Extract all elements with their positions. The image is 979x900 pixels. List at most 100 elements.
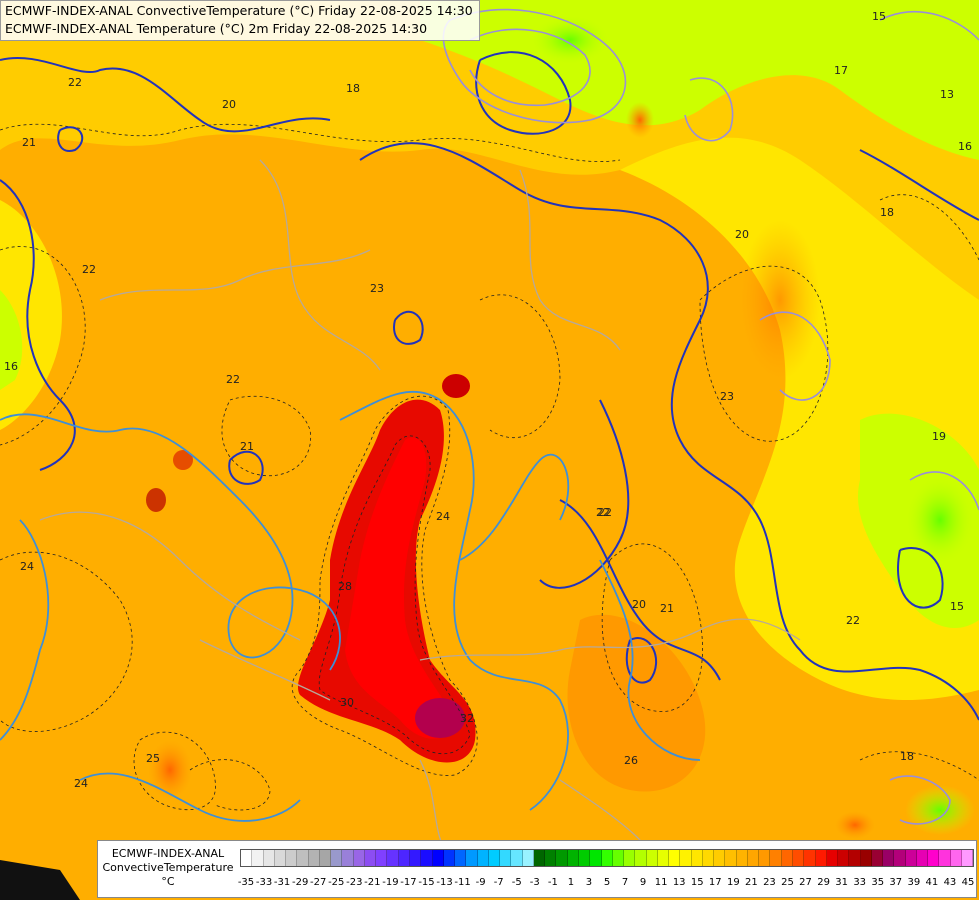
legend-swatch bbox=[432, 850, 444, 866]
field-green-cell-se bbox=[905, 785, 975, 835]
legend-swatch bbox=[533, 850, 546, 866]
legend-swatch bbox=[443, 850, 456, 866]
legend-swatch bbox=[252, 850, 264, 866]
isotherm-label: 24 bbox=[20, 560, 34, 573]
legend-swatch bbox=[916, 850, 929, 866]
field-hot-cell-7 bbox=[835, 811, 875, 839]
isotherm-label: 24 bbox=[74, 777, 88, 790]
isotherm-label: 16 bbox=[958, 140, 972, 153]
legend-swatch bbox=[928, 850, 940, 866]
isotherm-label: 20 bbox=[222, 98, 236, 111]
legend-unit: °C bbox=[161, 875, 175, 888]
legend-tick-label: 35 bbox=[871, 877, 885, 888]
legend-swatch bbox=[950, 850, 962, 866]
isotherm-label: 22 bbox=[846, 614, 860, 627]
legend-swatch bbox=[488, 850, 501, 866]
legend-swatch bbox=[331, 850, 343, 866]
legend-swatch bbox=[353, 850, 365, 866]
dashed-isolines bbox=[0, 123, 979, 811]
isotherm-label: 26 bbox=[624, 754, 638, 767]
field-hot-cell-1 bbox=[442, 374, 470, 398]
legend-tick-label: 43 bbox=[943, 877, 957, 888]
legend-swatch bbox=[646, 850, 658, 866]
field-west-green bbox=[0, 290, 23, 390]
legend-swatch bbox=[815, 850, 827, 866]
legend-tick-label: 7 bbox=[621, 877, 629, 888]
legend-parameter: ConvectiveTemperature bbox=[102, 861, 234, 874]
legend-swatch bbox=[680, 850, 692, 866]
legend-swatch bbox=[849, 850, 861, 866]
isotherm-label: 13 bbox=[940, 88, 954, 101]
color-legend: ECMWF-INDEX-ANAL ConvectiveTemperature °… bbox=[97, 840, 977, 898]
isotherm-label: 17 bbox=[834, 64, 848, 77]
legend-swatch bbox=[770, 850, 782, 866]
isotherm-label: 22 bbox=[226, 373, 240, 386]
isotherm-label: 22 bbox=[68, 76, 82, 89]
legend-tick-label: 3 bbox=[585, 877, 593, 888]
field-hot-cell-5 bbox=[626, 102, 654, 138]
legend-swatch bbox=[387, 850, 399, 866]
legend-tick-label: -1 bbox=[547, 877, 558, 888]
legend-swatch bbox=[691, 850, 703, 866]
legend-swatch bbox=[826, 850, 839, 866]
legend-swatch bbox=[477, 850, 489, 866]
legend-swatch bbox=[871, 850, 884, 866]
legend-tick-label: 31 bbox=[835, 877, 849, 888]
legend-swatch bbox=[612, 850, 625, 866]
legend-tick-label: 29 bbox=[817, 877, 830, 888]
legend-swatch bbox=[578, 850, 591, 866]
blue-isotherms bbox=[0, 51, 979, 721]
legend-tick-label: 11 bbox=[654, 877, 668, 888]
field-north-yellow bbox=[0, 0, 979, 420]
isotherm-label: 21 bbox=[22, 136, 36, 149]
field-hot-core bbox=[345, 437, 455, 739]
legend-swatch bbox=[860, 850, 872, 866]
legend-swatch bbox=[702, 850, 715, 866]
legend-tick-label: 13 bbox=[672, 877, 686, 888]
field-hot-cell-2 bbox=[146, 488, 166, 512]
legend-tick-label: -29 bbox=[291, 877, 309, 888]
legend-swatch bbox=[511, 850, 523, 866]
legend-tick-label: -9 bbox=[475, 877, 486, 888]
legend-swatch bbox=[725, 850, 737, 866]
legend-swatch bbox=[500, 850, 512, 866]
legend-ticks: -35 -33 -31 -29 -27 -25 -23 -21 -19 -17 -15 -13 -11-… bbox=[238, 877, 975, 891]
legend-tick-label: 1 bbox=[567, 877, 575, 888]
isotherm-label: 18 bbox=[900, 750, 914, 763]
legend-swatch bbox=[894, 850, 906, 866]
legend-tick-label: 19 bbox=[726, 877, 740, 888]
title-line-temperature: ECMWF-INDEX-ANAL Temperature (°C) 2m Fri… bbox=[5, 21, 428, 36]
isotherm-label: 24 bbox=[436, 510, 450, 523]
legend-tick-label: -13 bbox=[436, 877, 453, 888]
legend-tick-label: -27 bbox=[310, 877, 327, 888]
legend-tick-label: 27 bbox=[799, 877, 812, 888]
legend-tick-label: -15 bbox=[418, 877, 435, 888]
legend-swatch bbox=[601, 850, 613, 866]
legend-tick-label: 5 bbox=[603, 877, 611, 888]
legend-swatch bbox=[364, 850, 377, 866]
legend-swatch bbox=[939, 850, 951, 866]
legend-swatch bbox=[567, 850, 579, 866]
legend-swatch bbox=[376, 850, 388, 866]
legend-tick-label: 25 bbox=[781, 877, 794, 888]
legend-tick-label: 15 bbox=[690, 877, 704, 888]
isotherm-label: 20 bbox=[632, 598, 646, 611]
legend-swatch bbox=[409, 850, 422, 866]
legend-swatch bbox=[793, 850, 805, 866]
country-borders bbox=[39, 159, 801, 861]
isotherm-label: 15 bbox=[950, 600, 964, 613]
legend-swatch bbox=[398, 850, 410, 866]
isotherm-label: 18 bbox=[880, 206, 894, 219]
legend-tick-label: 17 bbox=[708, 877, 722, 888]
legend-tick-label: -17 bbox=[400, 877, 417, 888]
isotherm-label: 22 bbox=[596, 506, 610, 519]
legend-model: ECMWF-INDEX-ANAL bbox=[111, 847, 225, 860]
isotherm-label: 32 bbox=[460, 712, 474, 725]
corner-dark-region bbox=[0, 860, 80, 900]
isotherm-label: 28 bbox=[338, 580, 352, 593]
field-hot-cell-south bbox=[415, 698, 465, 738]
isotherm-label: 21 bbox=[240, 440, 254, 453]
legend-swatch bbox=[556, 850, 568, 866]
legend-tick-label: 41 bbox=[925, 877, 939, 888]
